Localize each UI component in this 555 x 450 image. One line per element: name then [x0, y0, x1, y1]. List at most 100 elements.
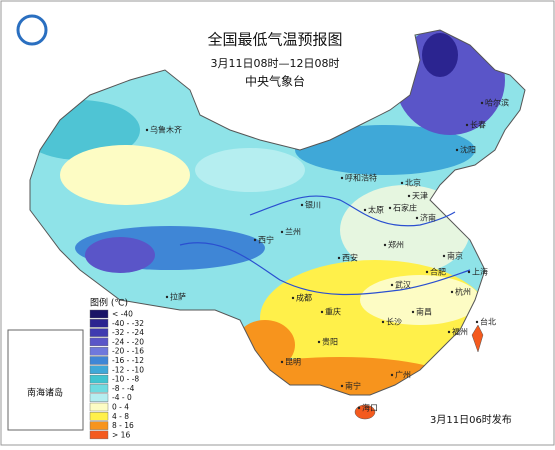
city-dot [165, 295, 169, 299]
city-dot [390, 373, 394, 377]
city-label: 南京 [447, 251, 463, 261]
logo [16, 14, 48, 46]
river [249, 195, 456, 227]
city-label: 贵阳 [322, 337, 338, 347]
city-label: 南宁 [345, 381, 361, 391]
legend-swatch [89, 347, 109, 356]
city-dot [253, 238, 257, 242]
title: 全国最低气温预报图 [207, 31, 342, 49]
legend-swatch [89, 374, 109, 384]
city-label: 太原 [368, 205, 384, 215]
legend-label: < -40 [112, 310, 133, 319]
legend-swatch [89, 337, 109, 347]
legend-swatch [89, 328, 109, 337]
city-dot [317, 340, 321, 344]
inset-box [7, 329, 84, 431]
city-dot [357, 406, 361, 410]
taiwan [471, 324, 484, 353]
city-dot [450, 290, 454, 294]
city-dot [340, 384, 344, 388]
city-dot [280, 360, 284, 364]
legend-label: -32 - -24 [112, 328, 144, 337]
city-dot [411, 310, 415, 314]
legend-label: -12 - -10 [112, 365, 144, 374]
city-label: 沈阳 [460, 145, 476, 155]
city-label: 武汉 [395, 280, 411, 290]
city-label: 上海 [472, 267, 488, 277]
city-dot [280, 230, 284, 234]
city-label: 海口 [362, 403, 378, 413]
city-dot [383, 243, 387, 247]
legend-label: 8 - 16 [112, 421, 134, 430]
legend-swatch [89, 319, 109, 328]
city-label: 广州 [395, 370, 411, 380]
legend-label: -10 - -8 [112, 375, 139, 384]
legend-swatch [89, 384, 109, 393]
city-dot [320, 310, 324, 314]
city-label: 石家庄 [393, 203, 417, 213]
city-label: 杭州 [455, 287, 471, 297]
subtitle: 3月11日08时—12日08时 [211, 57, 340, 70]
city-dot [381, 320, 385, 324]
city-label: 兰州 [285, 227, 301, 237]
city-dot [425, 270, 429, 274]
legend-swatch [89, 412, 109, 421]
city-label: 福州 [452, 328, 468, 337]
legend-label: -16 - -12 [112, 356, 144, 365]
city-dot [145, 128, 149, 132]
city-label: 台北 [480, 317, 496, 327]
city-dot [340, 176, 344, 180]
legend-swatch [89, 309, 109, 319]
city-dot [467, 270, 471, 274]
city-dot [407, 194, 411, 198]
city-dot [388, 206, 392, 210]
city-label: 南昌 [416, 307, 432, 317]
city-label: 长春 [470, 120, 486, 130]
city-label: 西安 [342, 253, 358, 263]
city-dot [390, 283, 394, 287]
city-dot [475, 320, 479, 324]
city-dot [465, 123, 469, 127]
legend-label: -20 - -16 [112, 347, 144, 356]
city-label: 拉萨 [170, 292, 186, 302]
agency: 中央气象台 [245, 74, 305, 89]
legend-swatch [89, 421, 109, 430]
legend-swatch [89, 393, 109, 402]
city-dot [480, 101, 484, 105]
legend-swatch [89, 402, 109, 412]
city-label: 天津 [412, 191, 428, 201]
legend-swatch [89, 356, 109, 365]
city-dot [447, 330, 451, 334]
city-label: 成都 [296, 293, 312, 303]
legend-label: > 16 [112, 430, 130, 439]
legend-label: -8 - -4 [112, 384, 135, 393]
legend-label: 0 - 4 [112, 403, 129, 412]
city-label: 乌鲁木齐 [150, 125, 182, 135]
legend: < -40-40 - -32-32 - -24-24 - -20-20 - -1… [89, 309, 144, 440]
legend-label: -40 - -32 [112, 319, 144, 328]
legend-label: -24 - -20 [112, 337, 144, 346]
city-dot [363, 208, 367, 212]
city-label: 郑州 [388, 240, 404, 250]
city-label: 长沙 [386, 317, 402, 327]
city-label: 济南 [420, 213, 436, 223]
city-label: 重庆 [325, 307, 341, 317]
city-dot [455, 148, 459, 152]
river [179, 242, 471, 296]
inset-label: 南海诸岛 [27, 387, 63, 399]
city-dot [415, 216, 419, 220]
city-dot [291, 296, 295, 300]
city-dot [400, 181, 404, 185]
city-label: 哈尔滨 [485, 98, 509, 108]
legend-swatch [89, 365, 109, 374]
city-label: 银川 [305, 200, 321, 210]
city-label: 北京 [405, 178, 421, 188]
city-label: 西宁 [258, 235, 274, 245]
city-label: 合肥 [430, 267, 446, 277]
city-dot [442, 254, 446, 258]
legend-swatch [89, 430, 109, 440]
legend-label: 4 - 8 [112, 412, 129, 421]
city-dot [300, 203, 304, 207]
